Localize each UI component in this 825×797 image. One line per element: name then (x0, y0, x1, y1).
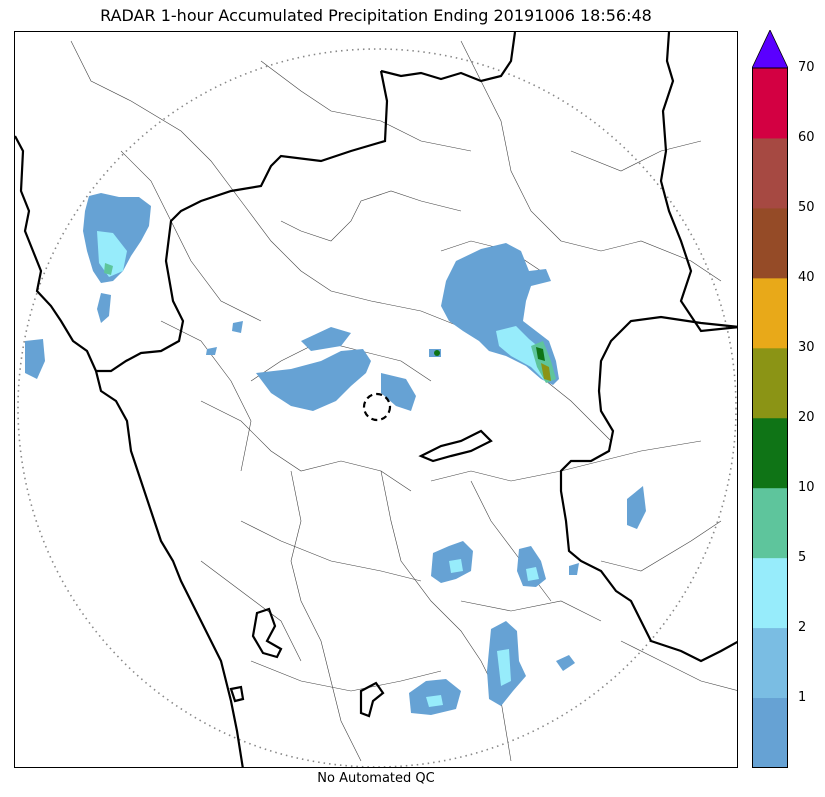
colorbar-segment (752, 417, 788, 489)
colorbar-segment (752, 627, 788, 699)
colorbar-extend-arrow (752, 30, 788, 69)
state-boundaries (15, 32, 737, 767)
colorbar-segments (752, 68, 788, 768)
colorbar-segment (752, 557, 788, 629)
district-boundaries (70, 40, 737, 762)
colorbar-tick-label: 70 (798, 60, 815, 75)
radar-map[interactable] (14, 31, 738, 768)
colorbar-segment (752, 277, 788, 349)
qc-note: No Automated QC (317, 771, 435, 786)
colorbar-segment (752, 697, 788, 768)
precipitation-cells (25, 193, 646, 715)
colorbar-segment (752, 137, 788, 209)
colorbar-segment (752, 487, 788, 559)
colorbar-tick-label: 50 (798, 199, 815, 215)
colorbar-segment (752, 207, 788, 279)
map-canvas (15, 32, 737, 767)
colorbar-tick-label: 10 (798, 479, 815, 495)
map-title: RADAR 1-hour Accumulated Precipitation E… (100, 6, 652, 25)
colorbar-tick-label: 40 (798, 269, 815, 285)
radar-site-marker (362, 392, 392, 422)
colorbar-tick-label: 1 (798, 689, 807, 705)
colorbar-tick-label: 20 (798, 409, 815, 425)
colorbar-tick-label: 30 (798, 339, 815, 355)
colorbar-segment (752, 347, 788, 419)
range-ring (17, 48, 737, 767)
colorbar (752, 30, 788, 768)
colorbar-tick-label: 60 (798, 129, 815, 145)
colorbar-tick-label: 2 (798, 619, 807, 635)
colorbar-segment (752, 68, 788, 139)
colorbar-tick-label: 5 (798, 549, 807, 565)
